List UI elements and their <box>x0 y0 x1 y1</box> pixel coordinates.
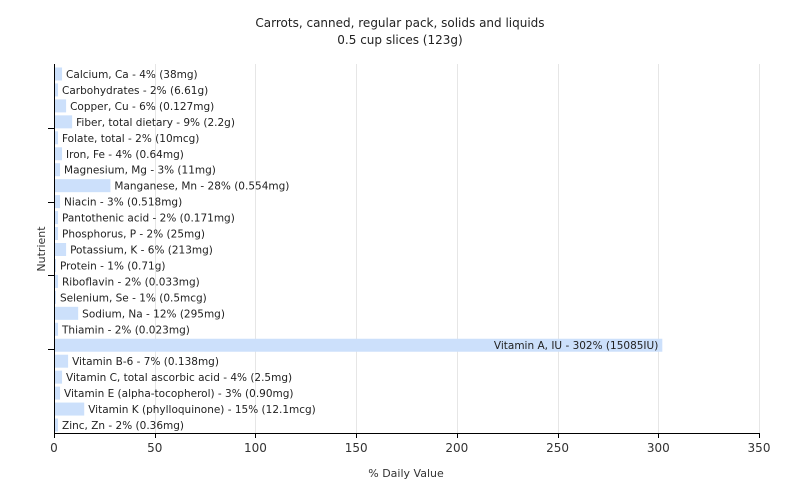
bar-label: Folate, total - 2% (10mcg) <box>62 133 199 145</box>
x-tick-label: 150 <box>345 441 368 455</box>
x-ticks: 0 50 100 150 200 250 300 350 <box>50 433 770 455</box>
bar-label: Calcium, Ca - 4% (38mg) <box>66 69 198 81</box>
bar <box>55 131 59 145</box>
bar-label: Vitamin K (phylloquinone) - 15% (12.1mcg… <box>88 404 316 416</box>
bar <box>55 386 61 400</box>
bar-label: Zinc, Zn - 2% (0.36mg) <box>62 420 184 432</box>
gridlines <box>155 64 760 433</box>
bar-label: Vitamin B-6 - 7% (0.138mg) <box>72 356 219 368</box>
bar-label: Vitamin E (alpha-tocopherol) - 3% (0.90m… <box>64 388 294 400</box>
bar-label: Protein - 1% (0.71g) <box>60 260 166 272</box>
x-tick-label: 300 <box>647 441 670 455</box>
axes <box>48 64 759 434</box>
x-tick-label: 350 <box>748 441 771 455</box>
bar-label: Niacin - 3% (0.518mg) <box>64 197 182 209</box>
bar <box>55 258 57 272</box>
x-tick-label: 0 <box>50 441 58 455</box>
x-tick-label: 50 <box>147 441 162 455</box>
bar <box>55 322 59 336</box>
bar-label: Copper, Cu - 6% (0.127mg) <box>70 101 214 113</box>
bar-label: Selenium, Se - 1% (0.5mcg) <box>60 292 207 304</box>
bar <box>55 83 59 97</box>
y-axis-label: Nutrient <box>35 226 48 272</box>
bar <box>55 67 63 81</box>
bar-label: Vitamin A, IU - 302% (15085IU) <box>494 340 658 352</box>
bar <box>55 306 79 320</box>
bar-label: Phosphorus, P - 2% (25mg) <box>62 229 205 241</box>
bar <box>55 99 67 113</box>
bar <box>55 195 61 209</box>
bars: Calcium, Ca - 4% (38mg) Carbohydrates - 2… <box>55 67 663 432</box>
chart-title: Carrots, canned, regular pack, solids an… <box>255 16 544 30</box>
bar <box>55 338 663 352</box>
bar-label: Vitamin C, total ascorbic acid - 4% (2.5… <box>66 372 292 384</box>
bar-label: Potassium, K - 6% (213mg) <box>70 245 213 257</box>
bar <box>55 115 73 129</box>
bar-label: Sodium, Na - 12% (295mg) <box>82 308 225 320</box>
bar <box>55 402 85 416</box>
bar-label: Magnesium, Mg - 3% (11mg) <box>64 165 216 177</box>
bar <box>55 418 59 432</box>
bar-label: Thiamin - 2% (0.023mg) <box>61 324 190 336</box>
chart-subtitle: 0.5 cup slices (123g) <box>337 33 462 47</box>
bar-label: Manganese, Mn - 28% (0.554mg) <box>114 181 289 193</box>
bar <box>55 274 59 288</box>
bar <box>55 179 111 193</box>
x-tick-label: 100 <box>244 441 267 455</box>
x-tick-label: 200 <box>445 441 468 455</box>
bar <box>55 354 69 368</box>
bar-label: Pantothenic acid - 2% (0.171mg) <box>62 213 235 225</box>
bar <box>55 211 59 225</box>
x-tick-label: 250 <box>546 441 569 455</box>
bar-label: Iron, Fe - 4% (0.64mg) <box>66 149 184 161</box>
x-axis-label: % Daily Value <box>368 467 444 480</box>
bar <box>55 147 63 161</box>
bar <box>55 163 61 177</box>
bar <box>55 370 63 384</box>
bar <box>55 243 67 256</box>
bar <box>55 290 57 304</box>
bar-label: Fiber, total dietary - 9% (2.2g) <box>76 117 235 129</box>
bar <box>55 227 59 241</box>
bar-label: Riboflavin - 2% (0.033mg) <box>62 276 200 288</box>
bar-label: Carbohydrates - 2% (6.61g) <box>62 85 208 97</box>
